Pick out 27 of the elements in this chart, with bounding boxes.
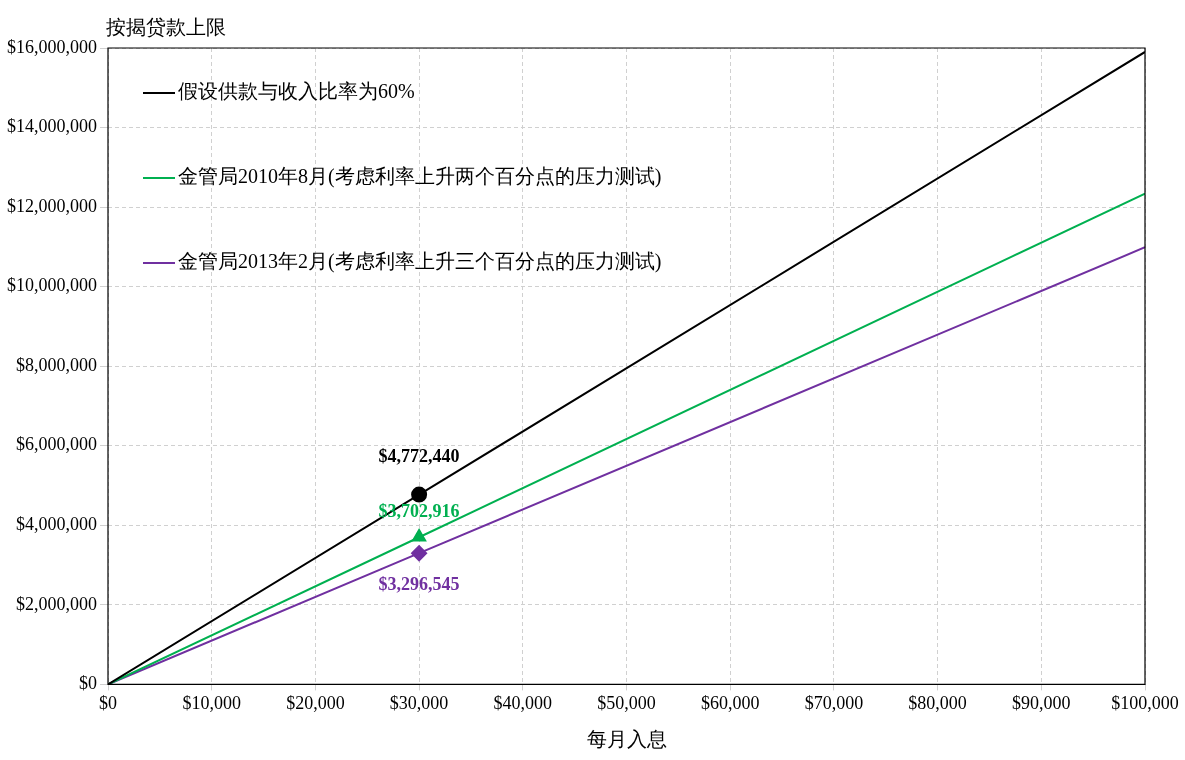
y-tick-label: $0 <box>79 673 97 694</box>
x-tick-label: $80,000 <box>908 692 967 713</box>
x-tick-label: $100,000 <box>1111 692 1179 713</box>
y-tick-label: $16,000,000 <box>7 36 97 57</box>
y-axis-title: 按揭贷款上限 <box>106 16 226 38</box>
x-tick-label: $40,000 <box>493 692 553 713</box>
y-tick-label: $14,000,000 <box>7 116 97 137</box>
x-tick-label: $20,000 <box>286 692 345 713</box>
legend-label: 假设供款与收入比率为60% <box>178 80 415 103</box>
x-tick-label: $0 <box>99 692 117 713</box>
y-tick-label: $4,000,000 <box>16 514 97 535</box>
y-tick-label: $8,000,000 <box>16 354 97 375</box>
x-axis-title: 每月入息 <box>586 728 667 751</box>
data-label: $4,772,440 <box>378 446 460 467</box>
y-tick-label: $12,000,000 <box>7 195 97 216</box>
x-tick-label: $30,000 <box>389 692 449 713</box>
x-tick-label: $10,000 <box>182 692 241 713</box>
data-label: $3,296,545 <box>378 573 460 594</box>
x-tick-label: $60,000 <box>700 692 760 713</box>
legend-label: 金管局2013年2月(考虑利率上升三个百分点的压力测试) <box>178 250 662 274</box>
y-tick-label: $6,000,000 <box>16 434 97 455</box>
y-tick-label: $2,000,000 <box>16 593 97 614</box>
x-tick-label: $50,000 <box>597 692 656 713</box>
legend-label: 金管局2010年8月(考虑利率上升两个百分点的压力测试) <box>178 165 662 189</box>
y-tick-label: $10,000,000 <box>7 275 97 296</box>
x-tick-label: $70,000 <box>804 692 864 713</box>
x-tick-label: $90,000 <box>1012 692 1071 713</box>
